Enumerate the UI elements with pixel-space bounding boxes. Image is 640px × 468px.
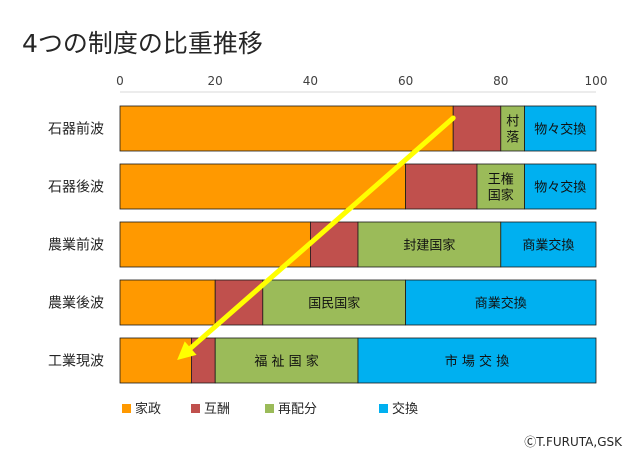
bar-segment	[262, 279, 406, 326]
legend-swatch	[191, 404, 200, 413]
segment-label: 商業交換	[522, 238, 574, 254]
bar-segment	[119, 221, 311, 268]
bar-segment	[524, 105, 597, 152]
x-tick-label: 100	[585, 74, 608, 88]
bar-segment	[309, 221, 359, 268]
segment-label: 福 祉 国 家	[254, 354, 318, 370]
segment-label: 国家	[488, 188, 514, 204]
segment-label: 物々交換	[534, 180, 586, 196]
segment-labels: 村落物々交換王権国家物々交換封建国家 商業交換国民国家 商業交換福 祉 国 家市 場…	[254, 115, 586, 370]
bar-segment	[405, 163, 478, 210]
category-label: 石器前波	[48, 121, 104, 138]
segment-label: 市 場 交 換	[445, 354, 509, 370]
bar-segment	[500, 221, 597, 268]
category-label: 農業前波	[48, 237, 104, 254]
bar-segment	[524, 163, 597, 210]
category-label: 農業後波	[48, 296, 104, 312]
copyright-text: ⒸT.FURUTA,GSK	[524, 435, 623, 449]
legend: 家政 互酬 再配分 交換	[122, 401, 418, 417]
legend-swatch	[379, 404, 388, 413]
bar-segment	[476, 163, 525, 210]
bar-segment	[452, 105, 502, 152]
x-tick-label: 60	[398, 74, 413, 88]
trend-arrow-shaft	[188, 115, 456, 351]
bar-segment	[119, 279, 216, 326]
bar-segment	[357, 337, 597, 384]
legend-label: 再配分	[278, 402, 317, 417]
bar-segment	[214, 337, 359, 384]
legend-label: 互酬	[204, 402, 230, 417]
legend-swatch	[265, 404, 274, 413]
segment-label: 物々交換	[534, 122, 586, 138]
bar-segment	[119, 105, 454, 152]
x-tick-label: 40	[303, 74, 318, 88]
bars	[119, 105, 597, 384]
bar-segment	[119, 163, 407, 210]
segment-label: 封建国家	[403, 238, 455, 254]
chart-title: 4つの制度の比重推移	[22, 29, 263, 58]
segment-label: 王権	[488, 172, 514, 188]
category-label: 工業現波	[48, 354, 104, 370]
segment-label: 村	[506, 115, 519, 130]
segment-label: 商業交換	[475, 296, 527, 312]
x-tick-label: 0	[116, 74, 124, 88]
trend-arrow	[177, 115, 456, 360]
legend-swatch	[122, 404, 131, 413]
category-label: 石器後波	[48, 180, 104, 196]
x-tick-label: 20	[208, 74, 223, 88]
segment-label: 落	[506, 131, 519, 146]
bar-segment	[405, 279, 597, 326]
bar-segment	[357, 221, 502, 268]
legend-label: 家政	[135, 401, 161, 417]
x-tick-label: 80	[493, 74, 508, 88]
segment-label: 国民国家	[308, 296, 360, 312]
bar-segment	[119, 337, 192, 384]
legend-label: 交換	[392, 401, 418, 417]
trend-arrow-head	[177, 341, 197, 360]
x-axis-ticks: 0 20 40 60 80 100	[116, 74, 607, 88]
